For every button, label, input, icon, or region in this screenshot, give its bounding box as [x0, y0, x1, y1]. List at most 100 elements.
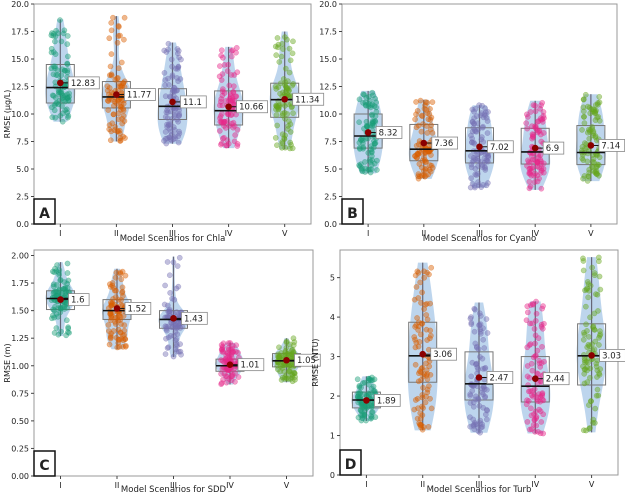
data-point [421, 274, 428, 281]
data-point [224, 68, 231, 74]
data-point [526, 185, 533, 192]
data-point [163, 327, 170, 334]
data-point [65, 324, 71, 331]
data-point [584, 178, 591, 184]
data-point [115, 33, 122, 39]
data-point [106, 341, 113, 348]
data-point [232, 132, 238, 138]
y-tick-label: 0.25 [11, 444, 29, 453]
data-point [412, 397, 419, 403]
data-point [178, 56, 184, 63]
data-point [50, 93, 57, 99]
data-point [372, 140, 379, 146]
data-point [115, 326, 122, 333]
scenario-III: 2.47 [464, 302, 514, 436]
mean-label: 1.43 [184, 314, 203, 324]
data-point [479, 124, 486, 131]
data-point [532, 340, 538, 347]
x-tick-label: III [475, 480, 482, 489]
data-point [113, 269, 120, 276]
data-point [272, 135, 279, 141]
data-point [468, 321, 475, 328]
data-point [427, 335, 433, 342]
data-point [484, 330, 491, 336]
data-point [472, 184, 478, 191]
data-point [419, 426, 426, 433]
data-point [59, 118, 66, 125]
data-point [417, 415, 424, 422]
mean-label-box [487, 140, 514, 154]
data-point [165, 40, 172, 47]
data-point [122, 343, 129, 350]
x-tick-label: IV [531, 480, 539, 489]
data-point [170, 321, 177, 328]
data-point [54, 262, 60, 268]
data-point [419, 289, 425, 296]
data-point [536, 127, 543, 134]
data-point [107, 63, 114, 70]
data-point [422, 399, 429, 406]
data-point [274, 142, 280, 149]
y-tick-label: 0.00 [11, 472, 29, 481]
data-point [411, 296, 418, 303]
data-point [228, 373, 235, 380]
x-tick-label: II [420, 480, 425, 489]
data-point [596, 334, 602, 341]
data-point [535, 118, 542, 124]
data-point [412, 116, 418, 123]
data-point [166, 93, 173, 100]
data-point [468, 314, 474, 320]
data-point [483, 316, 490, 322]
data-point [537, 364, 544, 370]
data-point [597, 328, 603, 334]
data-point [282, 82, 288, 88]
data-point [592, 110, 599, 116]
data-point [524, 303, 531, 310]
data-point [478, 328, 484, 335]
data-point [534, 347, 541, 354]
data-point [590, 419, 596, 426]
mean-label: 8.32 [379, 128, 398, 138]
mean-label-box [431, 136, 459, 150]
data-point [531, 391, 538, 398]
mean-marker [475, 374, 483, 381]
data-point [226, 352, 232, 358]
data-point [427, 126, 434, 133]
data-point [118, 276, 125, 283]
data-point [476, 403, 483, 409]
data-point [526, 159, 532, 165]
data-point [235, 349, 241, 356]
data-point [467, 391, 474, 398]
data-point [163, 335, 169, 342]
data-point [585, 173, 591, 180]
data-point [51, 269, 58, 276]
data-point [371, 160, 378, 167]
data-point [580, 175, 586, 182]
data-point [115, 317, 121, 324]
data-point [483, 406, 490, 413]
data-point [105, 107, 112, 113]
data-point [115, 110, 122, 117]
data-point [414, 415, 421, 422]
mean-marker [476, 143, 483, 151]
data-point [368, 102, 375, 109]
data-point [424, 269, 430, 276]
data-point [526, 178, 533, 185]
panel-letter: C [39, 458, 49, 474]
data-point [359, 415, 366, 422]
data-point [105, 98, 112, 104]
data-point [274, 35, 281, 41]
data-point [477, 321, 484, 328]
data-point [582, 359, 588, 366]
y-tick-label: 10.0 [319, 110, 337, 119]
data-point [528, 405, 534, 412]
data-point [423, 326, 430, 333]
data-point [469, 359, 476, 366]
data-point [162, 82, 168, 89]
data-point [220, 340, 227, 347]
data-point [524, 114, 531, 120]
data-point [107, 299, 114, 306]
data-point [479, 424, 486, 430]
data-point [62, 107, 69, 114]
